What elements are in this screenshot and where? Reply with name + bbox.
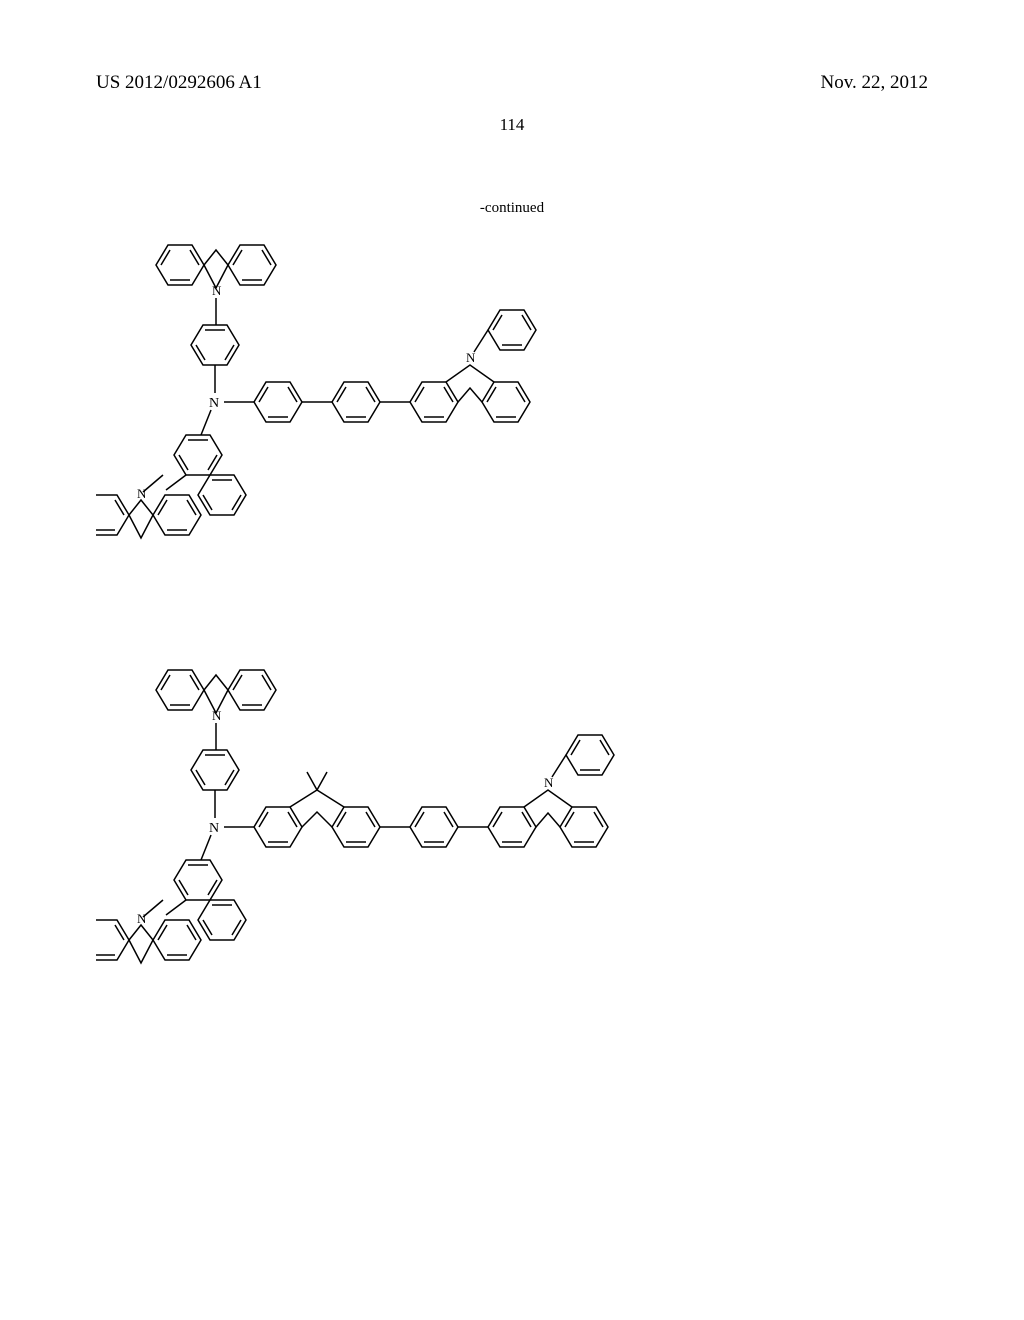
- svg-text:N: N: [209, 821, 219, 836]
- publication-date: Nov. 22, 2012: [821, 72, 929, 94]
- chemical-structure-2: N N: [96, 635, 816, 1035]
- chemical-structure-1: N N: [96, 210, 796, 590]
- page-header: US 2012/0292606 A1 Nov. 22, 2012: [0, 72, 1024, 94]
- svg-text:N: N: [212, 283, 222, 298]
- svg-text:N: N: [209, 396, 219, 411]
- svg-text:N: N: [137, 486, 147, 501]
- svg-text:N: N: [137, 911, 147, 926]
- svg-text:N: N: [212, 708, 222, 723]
- page-number: 114: [500, 115, 525, 135]
- patent-number: US 2012/0292606 A1: [96, 72, 262, 94]
